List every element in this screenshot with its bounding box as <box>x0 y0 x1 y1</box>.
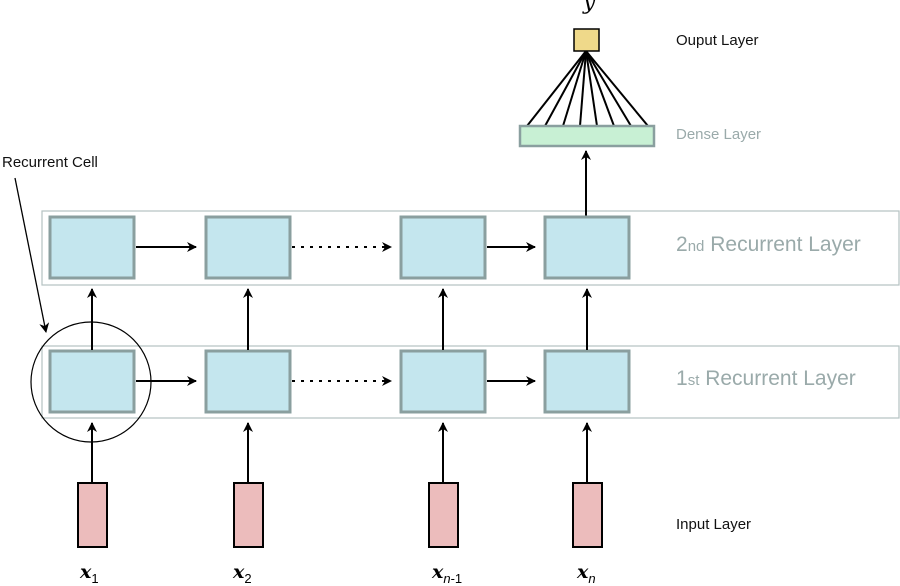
recurrent-cell-label: Recurrent Cell <box>2 154 98 171</box>
layer2-text: Recurrent Layer <box>710 233 861 256</box>
layer1-ordinal-suffix: st <box>687 372 700 389</box>
input-label-4: xn <box>577 561 596 586</box>
layer2-label: 2nd Recurrent Layer <box>676 233 861 257</box>
dense-layer-bar <box>518 124 656 148</box>
recurrent-cell-highlight-circle <box>30 321 152 443</box>
layer2-cell-1 <box>48 215 136 280</box>
output-layer-label: Ouput Layer <box>676 32 759 49</box>
layer1-text: Recurrent Layer <box>705 367 856 390</box>
layer1-label: 1st Recurrent Layer <box>676 367 856 391</box>
layer2-cell-2 <box>204 215 292 280</box>
layer1-cell-2 <box>204 349 292 414</box>
output-node <box>573 28 600 52</box>
input-node-4 <box>572 482 603 548</box>
input-1-symbol: x <box>80 561 92 583</box>
input-4-symbol: x <box>577 561 589 583</box>
input-3-symbol: x <box>432 561 444 583</box>
layer1-cell-4 <box>543 349 631 414</box>
layer2-ordinal-suffix: nd <box>687 238 705 255</box>
input-node-1 <box>77 482 108 548</box>
input-1-subscript: 1 <box>91 570 99 586</box>
layer1-cell-3 <box>399 349 487 414</box>
recurrent-layer-2-box <box>41 210 900 286</box>
input-4-subscript-var: n <box>588 570 596 586</box>
input-3-subscript-var: n <box>443 570 451 586</box>
input-3-subscript-rest: -1 <box>450 570 463 586</box>
input-node-3 <box>428 482 459 548</box>
input-2-symbol: x <box>233 561 245 583</box>
recurrent-cell-pointer <box>14 177 50 333</box>
recurrent-layer-1-box <box>41 345 900 419</box>
input-2-subscript: 2 <box>244 570 252 586</box>
dense-layer-label: Dense Layer <box>676 126 762 143</box>
input-label-1: x1 <box>80 561 99 586</box>
layer2-cell-4 <box>543 215 631 280</box>
output-symbol: y <box>583 0 596 15</box>
input-label-3: xn-1 <box>432 561 462 586</box>
dense-to-output-connections <box>526 50 649 127</box>
layer2-ordinal: 2 <box>676 233 688 256</box>
input-layer-label: Input Layer <box>676 516 752 533</box>
input-label-2: x2 <box>233 561 252 586</box>
layer1-cell-1 <box>48 349 136 414</box>
layer1-ordinal: 1 <box>676 367 688 390</box>
input-node-2 <box>233 482 264 548</box>
layer2-cell-3 <box>399 215 487 280</box>
